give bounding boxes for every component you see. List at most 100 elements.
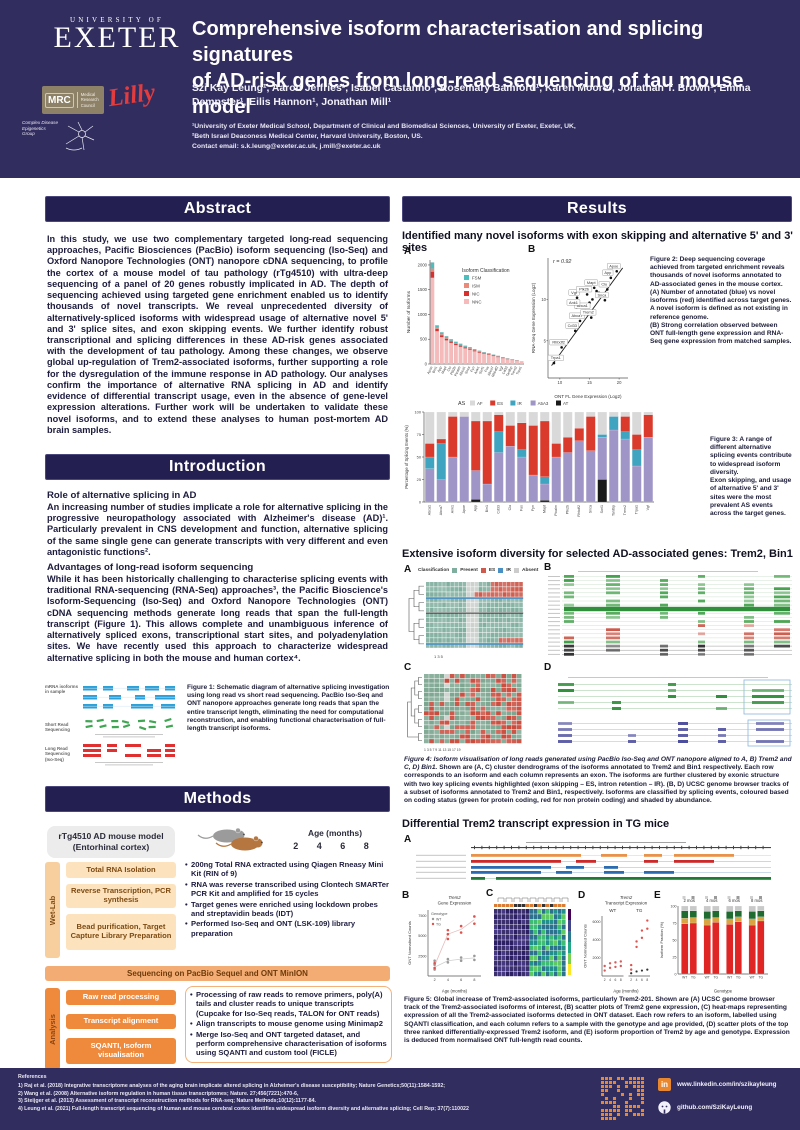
lilly-logo: Lilly — [106, 78, 157, 113]
svg-text:Percentage of Splicing Events: Percentage of Splicing Events (%) — [404, 425, 409, 489]
cdeg-line1: Complex Disease — [22, 120, 58, 125]
cdeg-line3: Group — [22, 131, 35, 137]
figure2a-bar-chart: 0 500 1000 1500 2000 Apoe Bin1 App Mapt Clu Ptk2b P… — [404, 256, 526, 396]
results-header: Results — [402, 196, 792, 222]
svg-text:Sorl1: Sorl1 — [600, 505, 604, 513]
svg-text:Abca1: Abca1 — [459, 366, 467, 377]
svg-text:Trem2: Trem2 — [623, 505, 627, 515]
svg-text:WT: WT — [750, 976, 755, 980]
mouse-model-line1: rTg4510 AD mouse model — [58, 831, 164, 842]
svg-text:Fyn: Fyn — [531, 505, 535, 511]
svg-text:TG: TG — [636, 908, 643, 913]
svg-text:Gene Expression: Gene Expression — [438, 901, 472, 906]
analysis-sidebar: Analysis — [45, 988, 60, 1070]
figure2-caption-a: (A) Number of annotated (blue) vs novel … — [650, 288, 792, 321]
svg-text:2000: 2000 — [593, 956, 601, 960]
mouse-illustration — [195, 824, 275, 856]
svg-text:ONT Normalised Counts: ONT Normalised Counts — [583, 924, 588, 968]
figure1-label-shortread: Short Read Sequencing — [45, 722, 70, 733]
svg-text:75: 75 — [673, 921, 677, 925]
figure5a-genome-track — [416, 840, 791, 886]
wetlab-step-1: Total RNA Isolation — [66, 862, 176, 878]
svg-text:TG: TG — [436, 922, 441, 926]
svg-text:Clu: Clu — [446, 366, 452, 372]
svg-text:Ank1: Ank1 — [450, 505, 454, 513]
wetlab-step-3: Bead purification, Target Capture Librar… — [66, 914, 176, 950]
reference-4: 4) Leung et al. (2021) Full-length trans… — [18, 1106, 469, 1113]
svg-text:4 mos: 4 mos — [706, 898, 717, 903]
poster-title: Comprehensive isoform characterisation a… — [192, 16, 792, 120]
figure4-panel-c-letter: C — [404, 662, 412, 673]
svg-text:Rhbdf2: Rhbdf2 — [552, 339, 565, 344]
svg-text:Trem2: Trem2 — [620, 895, 633, 900]
intro-sub2-title: Advantages of long-read isoform sequenci… — [47, 562, 254, 573]
figure5-panel-e-letter: E — [654, 890, 661, 901]
mouse-model-box: rTg4510 AD mouse model (Entorhinal corte… — [47, 826, 175, 858]
header-band: UNIVERSITY OF EXETER MRC Medical Researc… — [0, 0, 800, 178]
svg-text:Clu: Clu — [601, 282, 607, 287]
svg-text:Cd33: Cd33 — [496, 505, 500, 514]
exeter-logo-top: UNIVERSITY OF — [69, 16, 165, 24]
results-subheading-1: Identified many novel isoforms with exon… — [402, 230, 793, 254]
footer-band: References 1) Raj et al. (2018) Integrat… — [0, 1068, 800, 1130]
analysis-step-3: SQANTI, Isoform visualisation — [66, 1038, 176, 1064]
figure4-caption-body: Shown are (A, C) cluster dendrograms of … — [404, 764, 789, 805]
abstract-header: Abstract — [45, 196, 390, 222]
svg-text:Clu: Clu — [508, 505, 512, 510]
figure2-panel-b-letter: B — [528, 244, 536, 255]
svg-text:Bin1: Bin1 — [432, 366, 439, 374]
mrc-logo-subtext: Medical Research Council — [76, 92, 101, 108]
svg-text:Vgf: Vgf — [571, 290, 578, 295]
svg-text:8: 8 — [646, 978, 648, 982]
introduction-header: Introduction — [45, 454, 390, 480]
svg-text:App: App — [437, 366, 443, 373]
reference-1: 1) Raj et al. (2018) Integrative transcr… — [18, 1083, 446, 1089]
svg-text:IR: IR — [517, 401, 521, 406]
svg-text:Apoe: Apoe — [609, 263, 618, 268]
svg-text:WT: WT — [609, 908, 616, 913]
legend-swatch-present — [452, 568, 458, 573]
intro-sub1-title: Role of alternative splicing in AD — [47, 490, 197, 501]
svg-text:ONT FL Gene Expression (Log2): ONT FL Gene Expression (Log2) — [554, 394, 622, 399]
wetlab-sidebar: Wet-Lab — [45, 862, 60, 958]
svg-text:Abca1: Abca1 — [427, 505, 431, 515]
analysis-bullet-1: Processing of raw reads to remove primer… — [190, 990, 387, 1018]
references-title: References — [18, 1074, 47, 1080]
wetlab-sidebar-label: Wet-Lab — [48, 895, 58, 925]
svg-text:Fus: Fus — [484, 366, 490, 373]
svg-text:WT: WT — [705, 976, 710, 980]
svg-text:Picalm: Picalm — [454, 366, 462, 377]
left-column: Abstract In this study, we use two compl… — [45, 196, 392, 1070]
exeter-logo: UNIVERSITY OF EXETER — [52, 16, 182, 53]
svg-text:AS: AS — [458, 401, 466, 407]
figure4-caption: Figure 4: Isoform visualisation of long … — [404, 756, 792, 805]
svg-text:Ank1: Ank1 — [569, 300, 578, 305]
title-line-2: of AD-risk genes from long-read sequenci… — [192, 70, 744, 118]
figure4-panel-b-letter: B — [544, 562, 552, 573]
svg-text:Abca7: Abca7 — [487, 366, 495, 377]
figure5-panel-d-letter: D — [578, 890, 586, 901]
svg-text:Trpa1: Trpa1 — [515, 366, 522, 376]
figure3-stacked-bar-chart: AS AF ES IR A5A3 AT 0 25 50 75 100 Abca1 Abca7 Ank1 Ap… — [402, 398, 656, 530]
svg-text:Rhbdf2: Rhbdf2 — [577, 505, 581, 517]
svg-text:Fus: Fus — [519, 505, 523, 511]
cdeg-line2: Epigenetics — [22, 125, 46, 131]
figure5d-transcript-expression-scatter: Trem2 Transcript Expression WT TG 2000 4000 60… — [582, 894, 652, 994]
svg-text:NNC: NNC — [472, 300, 482, 305]
title-line-1: Comprehensive isoform characterisation a… — [192, 18, 704, 66]
legend-swatch-absent — [514, 568, 520, 573]
svg-text:0: 0 — [419, 500, 422, 505]
svg-text:500: 500 — [420, 337, 428, 342]
figure2b-scatter-chart: 10 15 20 5 10 r = 0.92 Trpa1 Rhbdf2 Cd33 Abca7 Abc… — [530, 250, 632, 400]
wetlab-bullet-4: Performed Iso-Seq and ONT (LSK-109) libr… — [185, 919, 390, 938]
svg-text:Trpa1: Trpa1 — [551, 355, 561, 360]
svg-text:ES: ES — [497, 401, 503, 406]
svg-text:1 3 5 7 9 11 13 15 17: 1 3 5 7 9 11 13 15 17 19 — [424, 748, 461, 752]
svg-text:App: App — [604, 270, 611, 275]
svg-text:Genotype: Genotype — [431, 912, 447, 916]
svg-text:Bin1: Bin1 — [485, 505, 489, 512]
legend-label-present: Present — [460, 568, 478, 573]
figure5e-isoform-fraction-bars: 0 25 50 75 100 2 mos WT TG 4 mos WT TG 6 mos WT TG 8 m… — [658, 894, 770, 994]
figure4-panel-a-letter: A — [404, 564, 412, 575]
linkedin-link: www.linkedin.com/in/szikayleung — [677, 1081, 777, 1088]
